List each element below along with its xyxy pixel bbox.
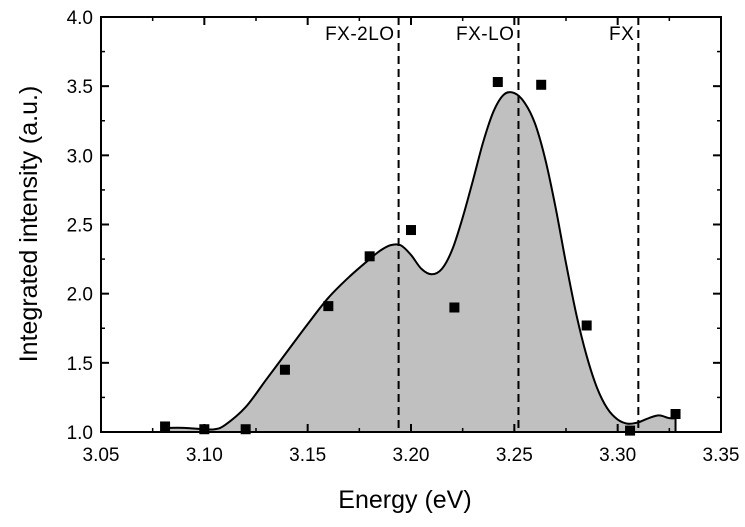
- data-point: [536, 80, 546, 90]
- annotation-label: FX-2LO: [325, 24, 395, 45]
- data-point: [160, 421, 170, 431]
- y-tick-label: 1.5: [67, 354, 93, 375]
- data-point: [493, 77, 503, 87]
- x-tick-label: 3.35: [703, 445, 740, 466]
- x-tick-label: 3.25: [496, 445, 533, 466]
- y-tick-label: 2.0: [67, 285, 93, 306]
- area-layer: [167, 92, 675, 432]
- data-point: [365, 251, 375, 261]
- x-tick-label: 3.15: [289, 445, 326, 466]
- data-point: [449, 303, 459, 313]
- y-tick-label: 4.0: [67, 8, 93, 29]
- y-tick-label: 2.5: [67, 216, 93, 237]
- area-fill: [167, 92, 675, 432]
- y-tick-label: 1.0: [67, 423, 93, 444]
- y-axis-title: Integrated intensity (a.u.): [15, 86, 43, 363]
- data-point: [280, 365, 290, 375]
- x-axis-title: Energy (eV): [338, 486, 471, 514]
- data-point: [406, 225, 416, 235]
- data-point: [625, 426, 635, 436]
- annotations: FX-2LO FX-LO FX: [325, 24, 634, 45]
- y-tick-label: 3.5: [67, 77, 93, 98]
- x-tick-label: 3.05: [83, 445, 120, 466]
- annotation-label: FX-LO: [456, 24, 514, 45]
- data-point: [671, 409, 681, 419]
- x-tick-label: 3.10: [186, 445, 223, 466]
- data-point: [582, 320, 592, 330]
- y-tick-label: 3.0: [67, 146, 93, 167]
- annotation-label: FX: [609, 24, 634, 45]
- x-tick-label: 3.20: [393, 445, 430, 466]
- data-point: [323, 301, 333, 311]
- x-tick-label: 3.30: [599, 445, 636, 466]
